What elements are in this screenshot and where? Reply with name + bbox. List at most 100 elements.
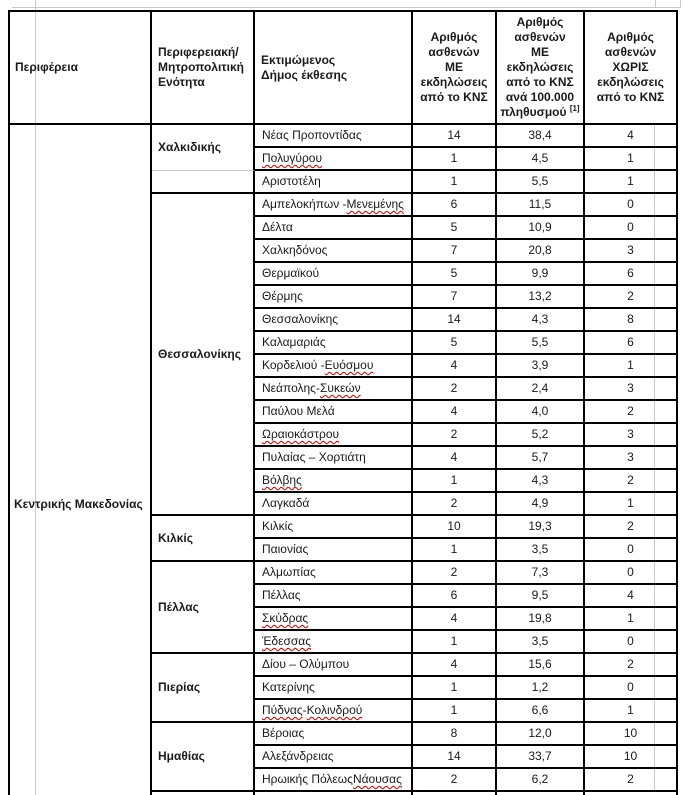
rate-per-100k-cell: 9,5 xyxy=(497,585,585,608)
without-cns-count-cell: 0 xyxy=(585,677,678,700)
municipality-cell: Χαλκηδόνος xyxy=(255,240,413,263)
rate-per-100k-cell: 11,5 xyxy=(497,194,585,217)
municipality-cell: Κατερίνης xyxy=(255,677,413,700)
rate-per-100k-cell: 19,3 xyxy=(497,516,585,539)
with-cns-count-cell: 1 xyxy=(413,148,497,171)
with-cns-count-cell: 7 xyxy=(413,240,497,263)
regional-unit-cell: Θεσσαλονίκης xyxy=(152,194,255,516)
header-rate-per-100k: Αριθμός ασθενών ΜΕ εκδηλώσεις από το ΚΝΣ… xyxy=(497,10,585,125)
with-cns-count-cell: 14 xyxy=(413,125,497,148)
municipality-cell: Κορδελιού - Ευόσμου xyxy=(255,355,413,378)
hidden-gridline-vertical-left xyxy=(35,0,36,795)
without-cns-count-cell: 3 xyxy=(585,447,678,470)
municipality-cell: Πολυγύρου xyxy=(255,148,413,171)
with-cns-count-cell: 4 xyxy=(413,355,497,378)
partial-next-row-cell xyxy=(497,792,585,795)
without-cns-count-cell: 8 xyxy=(585,309,678,332)
regional-unit-cell: Πέλλας xyxy=(152,562,255,654)
with-cns-count-cell: 8 xyxy=(413,723,497,746)
without-cns-count-cell: 4 xyxy=(585,125,678,148)
with-cns-count-cell: 10 xyxy=(413,516,497,539)
without-cns-count-cell: 2 xyxy=(585,516,678,539)
without-cns-count-cell: 3 xyxy=(585,240,678,263)
rate-per-100k-cell: 6,2 xyxy=(497,769,585,792)
municipality-cell: Θέρμης xyxy=(255,286,413,309)
without-cns-count-cell: 4 xyxy=(585,585,678,608)
with-cns-count-cell: 2 xyxy=(413,378,497,401)
with-cns-count-cell: 7 xyxy=(413,286,497,309)
without-cns-count-cell: 10 xyxy=(585,746,678,769)
rate-per-100k-cell: 2,4 xyxy=(497,378,585,401)
without-cns-count-cell: 2 xyxy=(585,470,678,493)
municipality-cell: Αριστοτέλη xyxy=(255,171,413,194)
without-cns-count-cell: 2 xyxy=(585,401,678,424)
with-cns-count-cell: 2 xyxy=(413,562,497,585)
without-cns-count-cell: 1 xyxy=(585,608,678,631)
rate-per-100k-cell: 4,0 xyxy=(497,401,585,424)
regional-unit-filler-cell xyxy=(152,171,255,194)
without-cns-count-cell: 3 xyxy=(585,378,678,401)
rate-per-100k-cell: 4,3 xyxy=(497,309,585,332)
with-cns-count-cell: 1 xyxy=(413,700,497,723)
rate-per-100k-cell: 10,9 xyxy=(497,217,585,240)
hidden-gridline-vertical-right xyxy=(654,125,655,792)
municipality-cell: Έδεσσας xyxy=(255,631,413,654)
municipality-cell: Δίου – Ολύμπου xyxy=(255,654,413,677)
footnote-marker: [1] xyxy=(569,104,580,113)
without-cns-count-cell: 2 xyxy=(585,654,678,677)
municipality-cell: Αλμωπίας xyxy=(255,562,413,585)
with-cns-count-cell: 4 xyxy=(413,447,497,470)
municipality-cell: Λαγκαδά xyxy=(255,493,413,516)
with-cns-count-cell: 6 xyxy=(413,585,497,608)
without-cns-count-cell: 0 xyxy=(585,217,678,240)
municipality-cell: Αλεξάνδρειας xyxy=(255,746,413,769)
municipality-cell: Δέλτα xyxy=(255,217,413,240)
without-cns-count-cell: 3 xyxy=(585,424,678,447)
with-cns-count-cell: 5 xyxy=(413,217,497,240)
without-cns-count-cell: 1 xyxy=(585,493,678,516)
municipality-cell: Νέας Προποντίδας xyxy=(255,125,413,148)
hidden-gridline-top-tick xyxy=(655,0,656,8)
region-cell: Κεντρικής Μακεδονίας xyxy=(8,125,152,795)
without-cns-count-cell: 0 xyxy=(585,631,678,654)
rate-per-100k-cell: 13,2 xyxy=(497,286,585,309)
rate-per-100k-cell: 33,7 xyxy=(497,746,585,769)
rate-per-100k-cell: 5,5 xyxy=(497,332,585,355)
without-cns-count-cell: 1 xyxy=(585,355,678,378)
without-cns-count-cell: 2 xyxy=(585,769,678,792)
rate-per-100k-cell: 5,7 xyxy=(497,447,585,470)
with-cns-count-cell: 4 xyxy=(413,608,497,631)
with-cns-count-cell: 14 xyxy=(413,746,497,769)
rate-per-100k-cell: 6,6 xyxy=(497,700,585,723)
hidden-gridline-top-tick xyxy=(680,0,681,8)
header-patients-with-cns: Αριθμός ασθενών ΜΕ εκδηλώσεις από το ΚΝΣ xyxy=(413,10,497,125)
without-cns-count-cell: 0 xyxy=(585,194,678,217)
rate-per-100k-cell: 5,2 xyxy=(497,424,585,447)
with-cns-count-cell: 5 xyxy=(413,263,497,286)
municipality-cell: Κιλκίς xyxy=(255,516,413,539)
with-cns-count-cell: 14 xyxy=(413,309,497,332)
rate-per-100k-cell: 19,8 xyxy=(497,608,585,631)
exposure-table: Περιφέρεια Περιφερειακή/ Μητροπολιτική Ε… xyxy=(8,10,678,795)
municipality-cell: Καλαμαριάς xyxy=(255,332,413,355)
municipality-cell: Βέροιας xyxy=(255,723,413,746)
rate-per-100k-cell: 5,5 xyxy=(497,171,585,194)
with-cns-count-cell: 1 xyxy=(413,539,497,562)
partial-next-row-cell xyxy=(255,792,413,795)
municipality-cell: Ηρωικής Πόλεως Νάουσας xyxy=(255,769,413,792)
without-cns-count-cell: 10 xyxy=(585,723,678,746)
rate-per-100k-cell: 4,5 xyxy=(497,148,585,171)
rate-per-100k-cell: 9,9 xyxy=(497,263,585,286)
with-cns-count-cell: 5 xyxy=(413,332,497,355)
with-cns-count-cell: 6 xyxy=(413,194,497,217)
partial-next-row-cell xyxy=(585,792,678,795)
municipality-cell: Βόλβης xyxy=(255,470,413,493)
regional-unit-cell: Πιερίας xyxy=(152,654,255,723)
with-cns-count-cell: 4 xyxy=(413,401,497,424)
regional-unit-cell: Χαλκιδικής xyxy=(152,125,255,171)
municipality-cell: Θερμαϊκού xyxy=(255,263,413,286)
header-region: Περιφέρεια xyxy=(8,10,152,125)
municipality-cell: Νεάπολης- Συκεών xyxy=(255,378,413,401)
municipality-cell: Θεσσαλονίκης xyxy=(255,309,413,332)
